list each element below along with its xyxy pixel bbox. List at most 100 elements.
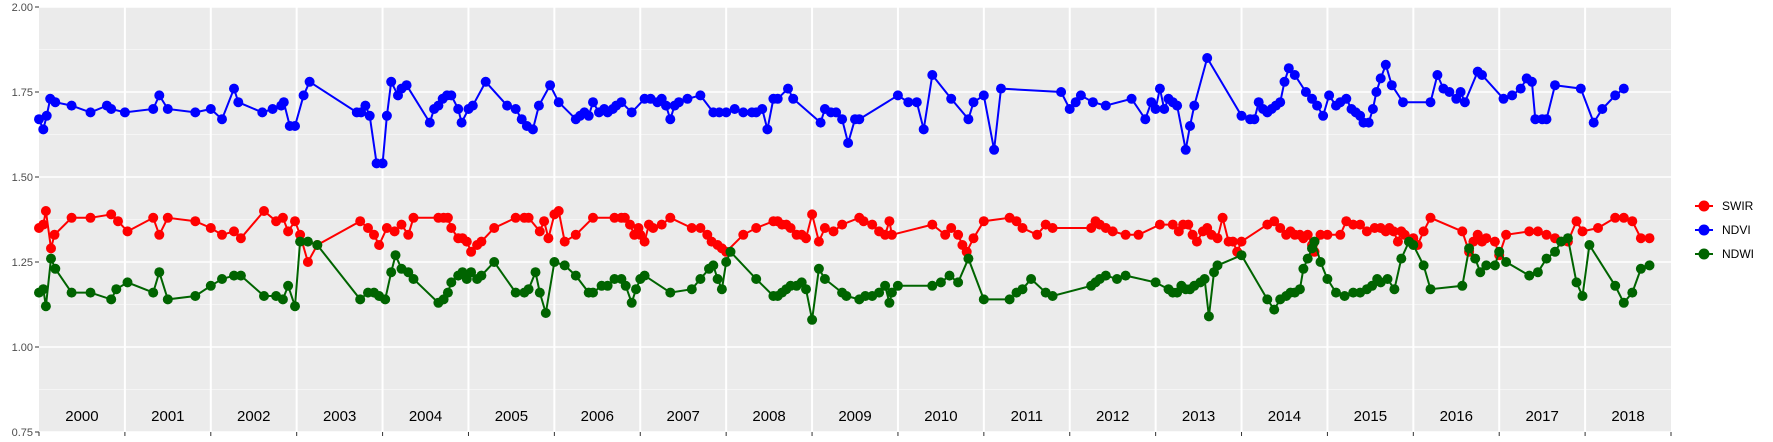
year-label: 2012	[1096, 408, 1129, 425]
data-point	[788, 93, 799, 104]
data-point	[843, 138, 854, 148]
data-point	[1324, 90, 1335, 101]
data-point	[609, 212, 620, 223]
data-point	[695, 223, 706, 233]
data-point	[539, 216, 550, 227]
data-point	[1212, 260, 1223, 271]
data-point	[1367, 104, 1378, 114]
data-point	[534, 226, 545, 237]
data-point	[661, 100, 671, 111]
legend: SWIR NDVI NDWI	[1695, 199, 1754, 261]
data-point	[837, 219, 848, 230]
data-point	[510, 104, 521, 114]
data-point	[880, 280, 891, 291]
data-point	[381, 223, 392, 233]
data-point	[801, 284, 811, 295]
data-point	[545, 80, 556, 91]
data-point	[968, 233, 979, 244]
data-point	[639, 236, 650, 247]
data-point	[1269, 304, 1280, 315]
data-point	[277, 212, 288, 223]
data-point	[588, 287, 598, 298]
data-point	[1627, 287, 1638, 298]
data-point	[386, 267, 397, 278]
data-point	[1275, 97, 1286, 108]
data-point	[738, 229, 749, 240]
data-point	[38, 219, 49, 230]
data-point	[1524, 270, 1535, 281]
data-point	[762, 124, 773, 135]
data-point	[446, 223, 457, 233]
data-point	[831, 107, 842, 118]
data-point	[1386, 80, 1397, 91]
data-point	[1302, 229, 1313, 240]
data-point	[1154, 219, 1165, 230]
data-point	[543, 233, 554, 244]
data-point	[290, 301, 300, 312]
year-label: 2003	[323, 408, 356, 425]
data-point	[1584, 240, 1595, 250]
data-point	[1418, 260, 1429, 271]
data-point	[480, 76, 491, 87]
data-point	[1526, 76, 1537, 87]
data-point	[1363, 117, 1374, 128]
data-point	[1507, 90, 1518, 101]
data-point	[46, 253, 56, 264]
data-point	[1494, 246, 1505, 257]
series-swir	[34, 206, 1655, 267]
data-point	[1133, 229, 1144, 240]
data-point	[1017, 284, 1028, 295]
y-tick-label: 1.25	[12, 257, 33, 269]
legend-key-point	[1698, 200, 1710, 212]
data-point	[502, 100, 513, 111]
data-point	[1341, 93, 1352, 104]
data-point	[1532, 267, 1543, 278]
data-point	[828, 226, 839, 237]
data-point	[267, 104, 278, 114]
legend-label: SWIR	[1722, 199, 1754, 213]
data-point	[369, 229, 379, 240]
data-point	[1635, 233, 1646, 244]
data-point	[1501, 257, 1512, 267]
data-point	[588, 212, 598, 223]
data-point	[1524, 226, 1535, 237]
data-point	[1550, 246, 1560, 257]
data-point	[381, 110, 392, 121]
data-point	[815, 117, 826, 128]
data-point	[154, 267, 165, 278]
data-point	[540, 308, 551, 318]
data-point	[476, 270, 487, 281]
data-point	[886, 229, 897, 240]
year-label: 2006	[581, 408, 614, 425]
data-point	[968, 97, 979, 108]
data-point	[380, 294, 391, 305]
y-tick-label: 1.75	[12, 87, 33, 99]
data-point	[695, 274, 706, 284]
data-point	[944, 270, 955, 281]
data-point	[257, 107, 268, 118]
data-point	[1644, 233, 1655, 244]
data-point	[355, 294, 366, 305]
data-point	[553, 206, 564, 216]
legend-label: NDWI	[1722, 247, 1754, 261]
year-label: 2017	[1525, 408, 1558, 425]
data-point	[489, 223, 500, 233]
data-point	[38, 284, 49, 295]
data-point	[312, 240, 323, 250]
data-point	[1172, 100, 1183, 111]
data-point	[1425, 212, 1436, 223]
data-point	[456, 117, 467, 128]
data-point	[927, 70, 938, 80]
data-point	[1425, 284, 1436, 295]
data-point	[229, 226, 239, 237]
data-point	[1348, 219, 1359, 230]
data-point	[403, 267, 414, 278]
data-point	[963, 253, 974, 264]
year-label: 2004	[409, 408, 442, 425]
data-point	[510, 287, 521, 298]
data-point	[1425, 97, 1436, 108]
data-point	[1575, 83, 1586, 94]
data-point	[466, 267, 477, 278]
data-point	[1389, 284, 1400, 295]
data-point	[489, 257, 500, 267]
